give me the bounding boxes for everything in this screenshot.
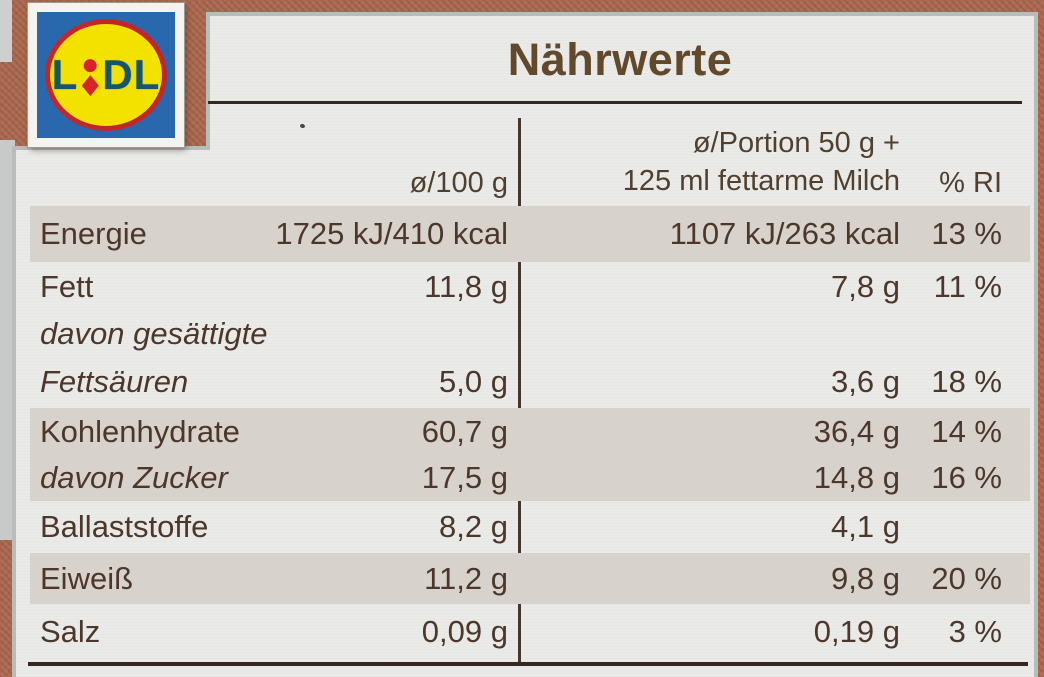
table-row-kohlenhydrate: Kohlenhydrate 60,7 g 36,4 g 14 % <box>30 408 1030 455</box>
table-header-row: ø/100 g ø/Portion 50 g + 125 ml fettarme… <box>30 112 1030 204</box>
table-row-gesaettigte-fettsaeuren: davon gesättigte Fettsäuren 5,0 g 3,6 g … <box>30 312 1030 408</box>
lidl-i-dot <box>83 59 97 73</box>
row-value-ri: 3 % <box>948 613 1002 649</box>
column-header-portion-line1: ø/Portion 50 g + <box>692 127 900 159</box>
row-value-ri: 16 % <box>931 460 1002 495</box>
lidl-wordmark-i-icon <box>79 50 101 97</box>
column-divider-line <box>518 118 521 662</box>
row-value-ri: 20 % <box>931 560 1002 596</box>
row-value-ri: 11 % <box>933 269 1002 304</box>
row-value-portion: 1107 kJ/263 kcal <box>669 216 900 251</box>
row-value-ri: 13 % <box>931 216 1002 251</box>
table-row-zucker: davon Zucker 17,5 g 14,8 g 16 % <box>30 455 1030 501</box>
row-label: Kohlenhydrate <box>40 413 240 449</box>
table-row-eiweiss: Eiweiß 11,2 g 9,8 g 20 % <box>30 553 1030 604</box>
row-value-per100: 8,2 g <box>439 509 508 544</box>
table-row-ballaststoffe: Ballaststoffe 8,2 g 4,1 g <box>30 501 1030 553</box>
row-value-portion: 4,1 g <box>831 509 900 544</box>
row-label-line1: davon gesättigte <box>40 316 268 351</box>
row-label: Eiweiß <box>40 560 134 596</box>
label-title: Nährwerte <box>507 34 733 85</box>
table-row-salz: Salz 0,09 g 0,19 g 3 % <box>30 604 1030 659</box>
row-label: Salz <box>40 613 101 649</box>
nutrition-table: Energie 1725 kJ/410 kcal 1107 kJ/263 kca… <box>30 206 1030 659</box>
row-value-portion: 9,8 g <box>831 560 900 596</box>
row-value-portion: 0,19 g <box>813 613 900 649</box>
lidl-logo-yellow-circle <box>45 19 167 131</box>
title-rule <box>208 101 1022 104</box>
lidl-wordmark: L DL <box>51 50 161 99</box>
row-label: Energie <box>40 216 147 251</box>
lidl-logo-blue-square: L DL <box>37 12 175 138</box>
row-value-portion: 36,4 g <box>813 413 900 449</box>
row-value-per100: 5,0 g <box>439 364 508 399</box>
lidl-wordmark-dl: DL <box>102 51 161 99</box>
lidl-i-diamond <box>81 75 99 97</box>
row-value-per100: 0,09 g <box>421 613 508 649</box>
row-value-per100: 60,7 g <box>421 413 508 449</box>
column-header-ri: % RI <box>939 167 1002 199</box>
column-header-per100: ø/100 g <box>409 167 508 199</box>
lidl-wordmark-l: L <box>51 51 79 99</box>
row-label: Fett <box>40 269 94 304</box>
row-value-ri: 14 % <box>931 413 1002 449</box>
row-value-portion: 3,6 g <box>831 364 900 399</box>
row-label-line2: Fettsäuren <box>40 364 189 399</box>
row-label: davon Zucker <box>40 460 228 495</box>
lidl-logo: L DL <box>28 3 184 147</box>
table-row-fett: Fett 11,8 g 7,8 g 11 % <box>30 262 1030 312</box>
row-value-per100: 11,2 g <box>424 560 508 596</box>
row-label: Ballaststoffe <box>40 509 209 544</box>
row-value-ri: 18 % <box>931 364 1002 399</box>
row-value-per100: 11,8 g <box>424 269 508 304</box>
column-header-portion-line2: 125 ml fettarme Milch <box>622 165 900 197</box>
package-edge-sliver-mid <box>0 140 15 540</box>
row-value-per100: 1725 kJ/410 kcal <box>275 216 508 251</box>
table-bottom-rule <box>28 662 1028 666</box>
row-value-portion: 7,8 g <box>831 269 900 304</box>
column-header-portion: ø/Portion 50 g + 125 ml fettarme Milch <box>540 124 900 200</box>
row-value-portion: 14,8 g <box>813 460 900 495</box>
row-value-per100: 17,5 g <box>421 460 508 495</box>
package-edge-sliver-top <box>0 0 12 62</box>
table-row-energie: Energie 1725 kJ/410 kcal 1107 kJ/263 kca… <box>30 206 1030 262</box>
